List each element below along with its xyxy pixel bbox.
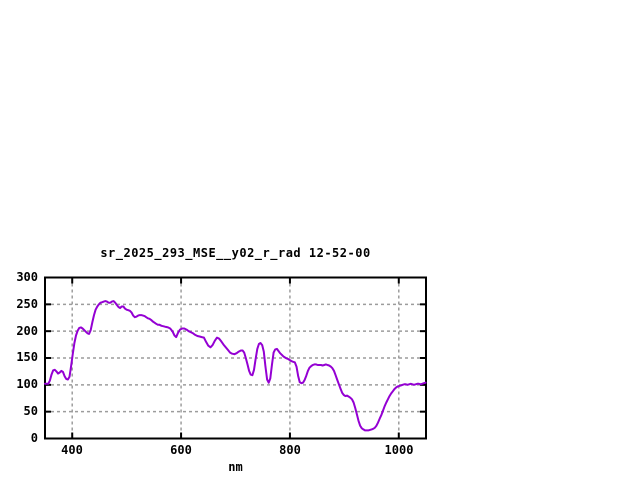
- chart-title: sr_2025_293_MSE__y02_r_rad 12-52-00: [100, 246, 371, 260]
- y-tick-label-200: 200: [16, 324, 38, 338]
- x-tick-label-1000: 1000: [384, 443, 414, 457]
- x-tick-label-800: 800: [279, 443, 301, 457]
- y-tick-label-150: 150: [16, 350, 38, 364]
- x-tick-label-600: 600: [170, 443, 192, 457]
- y-tick-label-0: 0: [30, 431, 38, 445]
- x-tick-label-400: 400: [61, 443, 83, 457]
- y-tick-label-100: 100: [16, 377, 38, 391]
- x-axis-label: nm: [228, 460, 243, 474]
- y-tick-label-50: 50: [23, 404, 38, 418]
- y-tick-label-250: 250: [16, 297, 38, 311]
- y-tick-label-300: 300: [16, 270, 38, 284]
